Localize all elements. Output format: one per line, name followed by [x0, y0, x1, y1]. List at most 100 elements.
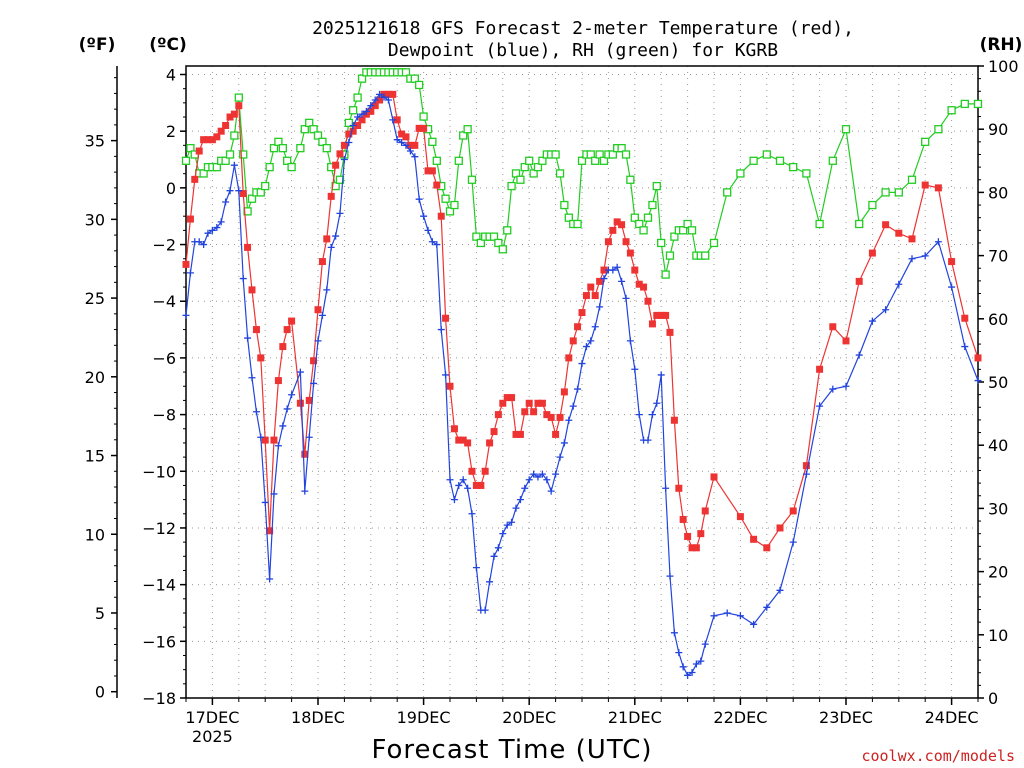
credit-text: coolwx.com/models — [861, 747, 1015, 765]
dewpoint-point — [332, 232, 340, 240]
rh-point — [665, 251, 675, 260]
rh-point — [533, 162, 543, 172]
temperature-point — [217, 127, 225, 135]
rh-point — [617, 144, 626, 153]
temperature-point — [560, 388, 568, 396]
dewpoint-point — [415, 195, 423, 203]
temperature-point — [556, 413, 564, 421]
temperature-point — [305, 396, 313, 404]
dewpoint-point — [653, 399, 661, 407]
fahrenheit-tick-label: 20 — [85, 368, 105, 387]
temperature-point — [776, 524, 784, 532]
temperature-point — [530, 408, 538, 416]
rh-point — [269, 144, 279, 153]
rh-point — [432, 156, 441, 165]
temperature-point — [934, 184, 942, 192]
rh-point — [789, 162, 798, 172]
dewpoint-point — [464, 484, 472, 492]
temperature-point — [481, 467, 489, 475]
dewpoint-point — [591, 323, 599, 331]
rh-point — [652, 181, 661, 191]
temperature-point — [679, 515, 687, 523]
dewpoint-point — [442, 371, 450, 379]
dewpoint-point — [336, 209, 344, 217]
temperature-point — [609, 226, 617, 234]
temperature-point — [340, 141, 348, 149]
temperature-point — [393, 116, 401, 124]
rh-point — [683, 219, 692, 229]
temperature-point — [406, 141, 414, 149]
temperature-point — [336, 150, 344, 158]
temperature-point — [644, 297, 652, 305]
rh-point — [454, 156, 463, 165]
dewpoint-point — [371, 96, 379, 104]
temperature-point — [354, 122, 362, 130]
dewpoint-point — [552, 470, 560, 478]
dewpoint-point — [688, 668, 696, 676]
dewpoint-point — [248, 374, 256, 382]
dewpoint-point — [424, 226, 432, 234]
dewpoint-point — [961, 343, 969, 351]
celsius-unit-label: (ºC) — [149, 35, 187, 55]
temperature-point — [842, 337, 850, 345]
temperature-point — [424, 167, 432, 175]
rh-point — [701, 251, 710, 260]
rh-point — [973, 99, 983, 109]
temperature-point — [455, 436, 463, 444]
rh-point — [511, 169, 521, 178]
rh-point — [586, 150, 595, 159]
time-axis-ticks: 17DEC 18DEC 19DEC 20DEC 21DEC 22DEC 23DEC 24DEC — [185, 698, 979, 727]
dewpoint-point — [679, 663, 687, 671]
dewpoint-point — [701, 640, 709, 648]
temperature-point — [301, 450, 309, 458]
rh-point — [357, 74, 367, 83]
temperature-point — [640, 283, 648, 291]
rh-point — [621, 150, 631, 159]
dewpoint-point — [208, 226, 216, 234]
rh-point — [239, 150, 248, 159]
temperature-point — [921, 181, 929, 189]
rh-point — [283, 156, 292, 165]
chart-title-line1: 2025121618 GFS Forecast 2-meter Temperat… — [312, 18, 854, 39]
rh-point — [670, 232, 679, 241]
temperature-point — [450, 425, 458, 433]
dewpoint-point — [195, 238, 203, 246]
rh-point — [802, 169, 811, 178]
rh-point — [322, 144, 331, 153]
temperature-point — [855, 277, 863, 285]
dewpoint-point — [574, 385, 582, 393]
temperature-point — [596, 277, 604, 285]
rh-point — [595, 150, 604, 159]
temperature-point — [543, 411, 551, 419]
rh-point — [445, 207, 455, 216]
dewpoint-point — [204, 229, 212, 237]
x-year-label: 2025 — [192, 727, 233, 746]
x-tick-label: 22DEC — [713, 708, 767, 727]
rh-point — [441, 194, 450, 203]
dewpoint-point — [626, 337, 634, 345]
temperature-point — [437, 212, 445, 220]
rh-point — [657, 238, 666, 248]
temperature-point — [666, 328, 674, 336]
temperature-point — [222, 122, 230, 130]
fahrenheit-tick-label: 25 — [85, 289, 105, 308]
temperature-point — [345, 130, 353, 138]
temperature-point — [631, 266, 639, 274]
dewpoint-point — [587, 337, 595, 345]
rh-point — [841, 125, 851, 134]
dewpoint-point — [534, 473, 542, 481]
temperature-point — [428, 167, 436, 175]
temperature-point — [547, 413, 555, 421]
temperature-point — [186, 215, 194, 223]
dewpoint-point — [323, 286, 331, 294]
rh-point — [261, 181, 270, 191]
dewpoint-point — [675, 649, 683, 657]
temperature-point — [371, 102, 379, 110]
rh-point — [894, 188, 903, 197]
rh-point — [529, 169, 538, 178]
temperature-point — [314, 306, 322, 314]
dewpoint-point — [499, 530, 507, 538]
temperature-point — [226, 113, 234, 121]
rh-tick-label: 0 — [988, 689, 998, 708]
rh-point — [234, 93, 243, 102]
